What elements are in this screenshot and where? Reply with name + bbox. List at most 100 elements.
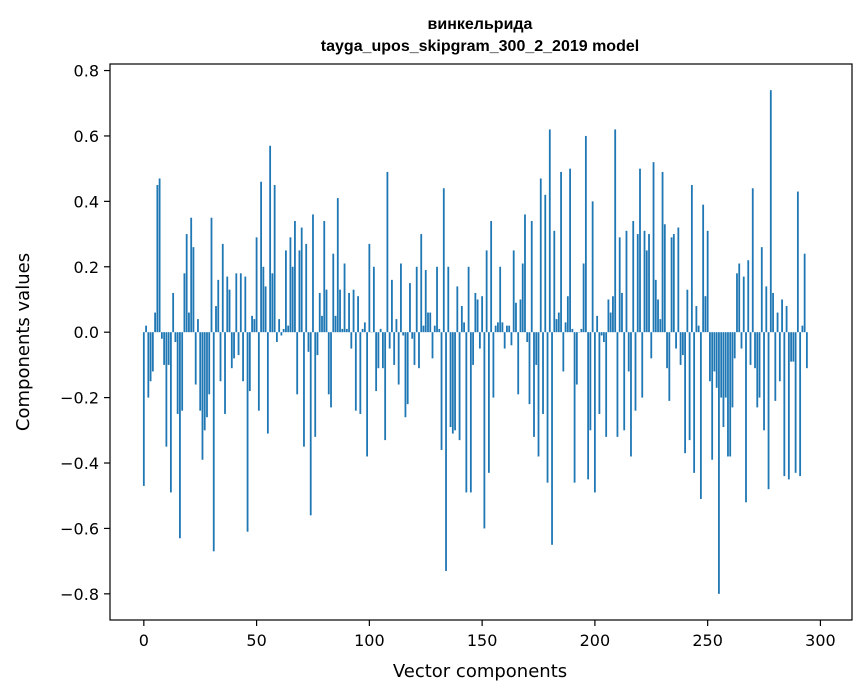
x-tick-label: 150 xyxy=(467,631,498,650)
bar xyxy=(537,332,540,457)
bar xyxy=(760,247,763,333)
bar xyxy=(609,312,612,333)
bar xyxy=(440,332,443,450)
bar xyxy=(208,332,211,395)
x-axis-label: Vector components xyxy=(393,661,567,682)
bar xyxy=(605,332,608,437)
bar xyxy=(675,332,677,349)
bar xyxy=(467,266,470,333)
bar xyxy=(535,332,538,365)
bar xyxy=(720,332,723,398)
bar xyxy=(621,292,623,333)
bar xyxy=(690,185,693,333)
bar xyxy=(492,332,495,398)
bar xyxy=(627,332,630,372)
bar xyxy=(318,292,321,333)
bar xyxy=(490,220,493,333)
bar xyxy=(478,332,481,349)
bar xyxy=(334,315,337,333)
bar xyxy=(226,276,229,333)
bar xyxy=(526,332,529,342)
bar xyxy=(654,279,657,333)
bar xyxy=(781,299,783,333)
bar xyxy=(533,332,535,437)
bar xyxy=(296,332,299,395)
bar xyxy=(799,332,802,477)
bar xyxy=(363,322,366,333)
bar xyxy=(323,220,326,333)
bar xyxy=(607,299,610,333)
bar xyxy=(142,332,145,486)
bar xyxy=(314,332,317,437)
bar xyxy=(754,332,756,369)
bar xyxy=(413,332,416,365)
bar xyxy=(684,332,686,454)
bar xyxy=(740,332,743,349)
bar xyxy=(436,266,438,333)
bar xyxy=(294,220,296,333)
bar xyxy=(212,332,215,552)
bar xyxy=(801,325,804,333)
bar xyxy=(524,214,526,333)
bar xyxy=(176,332,179,414)
bar xyxy=(499,266,502,333)
bar xyxy=(557,312,560,333)
bar xyxy=(758,332,761,398)
bar xyxy=(713,332,716,372)
bar xyxy=(339,289,341,333)
bar xyxy=(736,273,738,333)
bar xyxy=(427,312,429,333)
bar xyxy=(792,332,795,362)
bar xyxy=(503,332,506,349)
bar xyxy=(215,306,217,333)
y-tick-label: 0.2 xyxy=(74,258,99,277)
bar xyxy=(361,328,364,333)
bar xyxy=(485,250,488,333)
bar xyxy=(575,332,578,385)
bar xyxy=(718,332,720,594)
bar xyxy=(359,332,362,414)
bar xyxy=(650,332,653,359)
bar xyxy=(632,220,635,333)
bar-series xyxy=(142,90,808,594)
bar xyxy=(630,332,632,457)
bar xyxy=(508,325,511,333)
bar xyxy=(409,283,411,333)
bar xyxy=(598,332,601,414)
y-tick-label: 0.8 xyxy=(74,62,99,81)
bar xyxy=(303,332,305,447)
bar xyxy=(487,332,490,473)
bar xyxy=(702,204,705,333)
bar xyxy=(463,322,465,333)
bar xyxy=(151,332,154,372)
bar xyxy=(449,332,452,428)
plot-area-frame xyxy=(109,63,853,621)
y-axis-ticks: −0.8 −0.6 −0.4 −0.2 0.0 0.2 0.4 0.6 0.8 xyxy=(60,62,110,604)
bar xyxy=(472,332,474,365)
bar xyxy=(433,325,436,333)
bar xyxy=(280,332,283,336)
bar xyxy=(305,243,308,333)
bar xyxy=(386,171,389,333)
bar xyxy=(645,250,648,333)
bar xyxy=(612,296,614,333)
chart-title-line-1: винкельрида xyxy=(428,16,533,33)
bar xyxy=(228,289,231,333)
bar xyxy=(194,332,197,385)
bar xyxy=(571,328,574,333)
bar xyxy=(163,332,166,365)
bar xyxy=(733,332,736,359)
bar xyxy=(384,332,387,441)
bar xyxy=(566,296,569,333)
bar xyxy=(539,178,542,333)
bar xyxy=(269,145,272,333)
bar xyxy=(803,253,806,333)
bar xyxy=(785,306,788,333)
bar xyxy=(636,234,639,333)
bar xyxy=(593,332,596,493)
bar xyxy=(393,332,396,365)
bar xyxy=(260,181,262,333)
bar xyxy=(442,188,445,333)
bar xyxy=(237,332,240,356)
